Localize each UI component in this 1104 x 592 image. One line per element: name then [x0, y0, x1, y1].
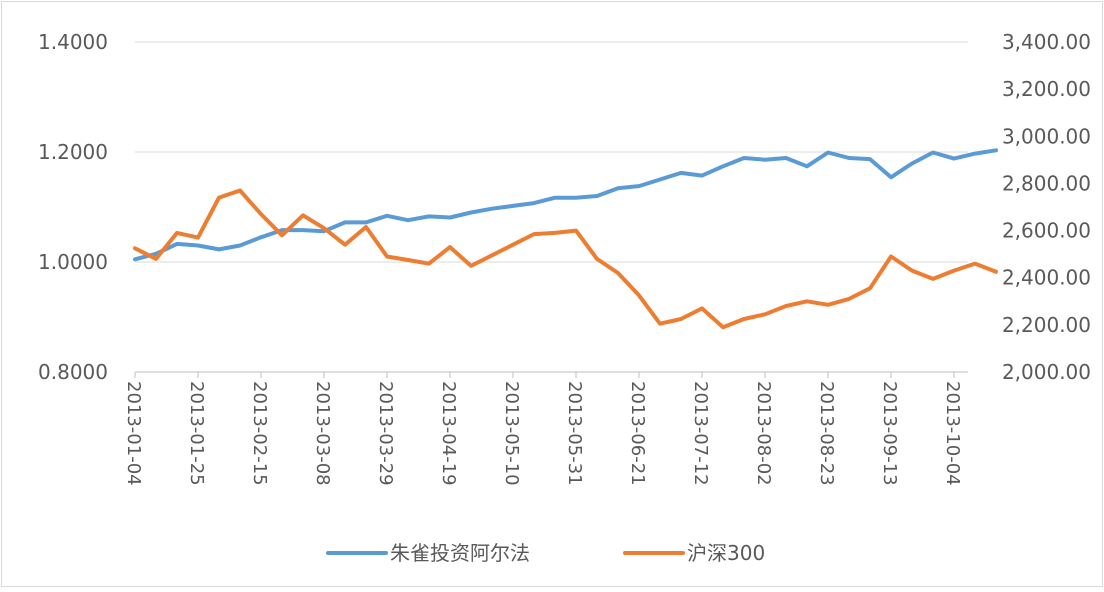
x-tick-label: 2013-05-31	[564, 381, 585, 486]
y-right-tick-label: 3,200.00	[1002, 77, 1091, 101]
x-tick-label: 2013-02-15	[249, 381, 270, 486]
x-tick-label: 2013-06-21	[627, 381, 648, 486]
y-left-tick-label: 0.8000	[38, 360, 108, 384]
y-right-tick-label: 3,400.00	[1002, 30, 1091, 54]
y-right-tick-label: 2,400.00	[1002, 266, 1091, 290]
legend-label-0: 朱雀投资阿尔法	[390, 541, 530, 565]
x-tick-label: 2013-03-08	[312, 381, 333, 486]
x-tick-label: 2013-01-04	[123, 381, 144, 486]
series-lines	[133, 148, 998, 330]
y-left-tick-label: 1.4000	[38, 30, 108, 54]
x-tick-label: 2013-05-10	[501, 381, 522, 486]
y-left-tick-label: 1.2000	[38, 140, 108, 164]
y-right-tick-label: 2,200.00	[1002, 313, 1091, 337]
x-tick-label: 2013-08-23	[816, 381, 837, 486]
x-tick-label: 2013-09-13	[879, 381, 900, 486]
legend-label-1: 沪深300	[687, 541, 765, 565]
y-right-tick-label: 2,800.00	[1002, 171, 1091, 195]
y-right-tick-label: 3,000.00	[1002, 124, 1091, 148]
legend: 朱雀投资阿尔法 沪深300	[326, 541, 765, 565]
x-tick-label: 2013-03-29	[375, 381, 396, 486]
x-tick-label: 2013-04-19	[438, 381, 459, 486]
x-tick-label: 2013-07-12	[690, 381, 711, 486]
axes: 0.8000 1.0000 1.2000 1.4000 2,000.00 2,200.00…	[38, 30, 1091, 486]
x-tick-label: 2013-10-04	[942, 381, 963, 486]
y-left-tick-label: 1.0000	[38, 250, 108, 274]
y-right-tick-label: 2,000.00	[1002, 360, 1091, 384]
y-right-tick-label: 2,600.00	[1002, 219, 1091, 243]
series-line-1	[133, 188, 998, 330]
x-tick-label: 2013-08-02	[753, 381, 774, 486]
x-tick-label: 2013-01-25	[186, 381, 207, 486]
